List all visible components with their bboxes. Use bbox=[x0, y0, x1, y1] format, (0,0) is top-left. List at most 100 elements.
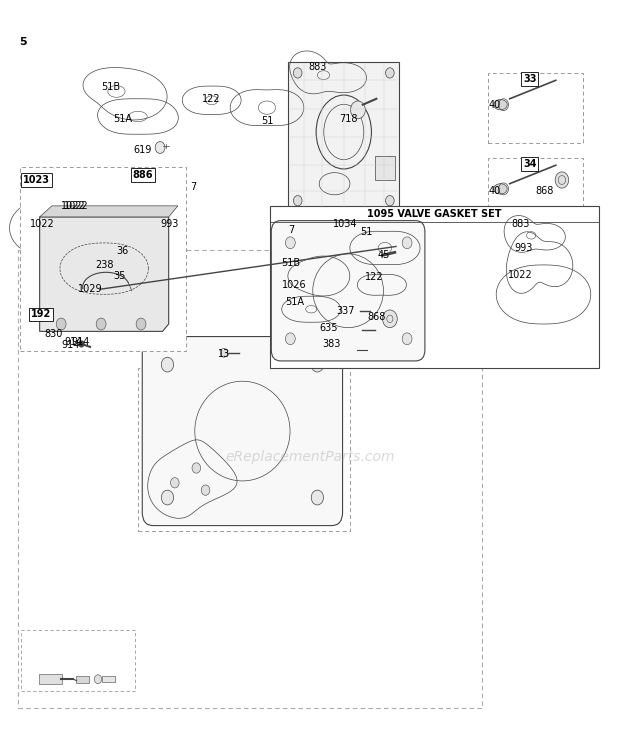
Text: 7: 7 bbox=[288, 225, 294, 235]
Circle shape bbox=[402, 333, 412, 344]
Text: 51: 51 bbox=[360, 227, 373, 237]
Polygon shape bbox=[288, 62, 399, 210]
Text: 830: 830 bbox=[44, 329, 63, 339]
Circle shape bbox=[285, 237, 295, 248]
FancyBboxPatch shape bbox=[125, 259, 136, 264]
Circle shape bbox=[220, 348, 228, 357]
Circle shape bbox=[386, 196, 394, 206]
Text: 635: 635 bbox=[319, 323, 338, 333]
Circle shape bbox=[155, 141, 165, 153]
Text: 993: 993 bbox=[515, 243, 533, 253]
FancyBboxPatch shape bbox=[375, 156, 395, 180]
Text: 886: 886 bbox=[133, 170, 153, 180]
Circle shape bbox=[555, 172, 569, 188]
Circle shape bbox=[136, 318, 146, 330]
Text: 718: 718 bbox=[339, 115, 357, 124]
Text: 35: 35 bbox=[113, 271, 126, 281]
Text: 33: 33 bbox=[523, 74, 537, 84]
Circle shape bbox=[350, 101, 365, 119]
Text: 337: 337 bbox=[337, 307, 355, 316]
Text: 40: 40 bbox=[488, 100, 500, 109]
Text: 1095 VALVE GASKET SET: 1095 VALVE GASKET SET bbox=[367, 209, 502, 219]
Text: 1029: 1029 bbox=[78, 284, 102, 295]
Text: 238: 238 bbox=[95, 260, 113, 270]
FancyBboxPatch shape bbox=[272, 221, 425, 361]
FancyBboxPatch shape bbox=[332, 343, 358, 356]
Circle shape bbox=[386, 68, 394, 78]
Circle shape bbox=[56, 318, 66, 330]
Circle shape bbox=[202, 485, 210, 496]
Text: 914: 914 bbox=[71, 338, 90, 347]
FancyBboxPatch shape bbox=[333, 321, 364, 339]
Circle shape bbox=[161, 357, 174, 372]
Text: 383: 383 bbox=[322, 339, 341, 349]
FancyBboxPatch shape bbox=[123, 241, 135, 247]
Text: 51: 51 bbox=[261, 116, 273, 126]
FancyBboxPatch shape bbox=[356, 208, 374, 225]
FancyBboxPatch shape bbox=[138, 368, 350, 530]
Text: eReplacementParts.com: eReplacementParts.com bbox=[225, 450, 395, 464]
Text: 1022: 1022 bbox=[508, 269, 533, 280]
Circle shape bbox=[402, 237, 412, 248]
Ellipse shape bbox=[494, 100, 507, 110]
Text: 883: 883 bbox=[308, 62, 327, 72]
FancyBboxPatch shape bbox=[142, 336, 343, 525]
FancyBboxPatch shape bbox=[488, 73, 583, 143]
Circle shape bbox=[192, 463, 201, 473]
Text: 1026: 1026 bbox=[282, 280, 307, 290]
Text: 883: 883 bbox=[511, 219, 529, 229]
FancyBboxPatch shape bbox=[102, 676, 115, 682]
Ellipse shape bbox=[494, 184, 507, 194]
Text: 868: 868 bbox=[367, 312, 386, 321]
Circle shape bbox=[106, 257, 118, 272]
Text: 192: 192 bbox=[31, 310, 51, 319]
Circle shape bbox=[79, 341, 84, 347]
Circle shape bbox=[161, 490, 174, 505]
FancyBboxPatch shape bbox=[340, 304, 362, 319]
FancyBboxPatch shape bbox=[20, 167, 186, 351]
FancyBboxPatch shape bbox=[39, 674, 62, 684]
Text: 1034: 1034 bbox=[334, 219, 358, 229]
Text: 1022: 1022 bbox=[64, 201, 89, 211]
Text: 13: 13 bbox=[218, 349, 230, 359]
Circle shape bbox=[393, 243, 399, 250]
Ellipse shape bbox=[390, 245, 400, 260]
FancyBboxPatch shape bbox=[125, 268, 136, 273]
Text: 993: 993 bbox=[161, 219, 179, 229]
Text: 45: 45 bbox=[378, 250, 390, 260]
Text: 36: 36 bbox=[117, 246, 129, 256]
Circle shape bbox=[170, 478, 179, 488]
Text: 51A: 51A bbox=[113, 114, 132, 124]
Text: 5: 5 bbox=[19, 37, 27, 47]
Text: 1023: 1023 bbox=[23, 175, 50, 185]
Text: 51A: 51A bbox=[285, 297, 304, 307]
Text: 1022: 1022 bbox=[30, 219, 55, 229]
Circle shape bbox=[311, 490, 324, 505]
Text: 40: 40 bbox=[488, 186, 500, 196]
Circle shape bbox=[285, 333, 295, 344]
Circle shape bbox=[293, 68, 302, 78]
Text: 868: 868 bbox=[536, 186, 554, 196]
FancyBboxPatch shape bbox=[488, 158, 583, 228]
Text: 34: 34 bbox=[523, 158, 537, 169]
Circle shape bbox=[96, 318, 106, 330]
Text: 51B: 51B bbox=[281, 257, 300, 268]
Text: 51B: 51B bbox=[100, 82, 120, 92]
FancyBboxPatch shape bbox=[125, 263, 136, 269]
Polygon shape bbox=[40, 206, 178, 217]
Text: 914: 914 bbox=[61, 341, 79, 350]
Polygon shape bbox=[40, 217, 169, 331]
Circle shape bbox=[311, 357, 324, 372]
FancyBboxPatch shape bbox=[18, 250, 482, 708]
FancyBboxPatch shape bbox=[123, 246, 135, 252]
FancyBboxPatch shape bbox=[21, 630, 135, 691]
Text: 914: 914 bbox=[64, 338, 82, 347]
Circle shape bbox=[383, 310, 397, 327]
Text: 122: 122 bbox=[202, 94, 221, 103]
Text: 619: 619 bbox=[134, 146, 152, 155]
Circle shape bbox=[97, 286, 103, 293]
Circle shape bbox=[94, 675, 102, 684]
FancyBboxPatch shape bbox=[76, 676, 89, 683]
Text: 122: 122 bbox=[365, 272, 384, 283]
FancyBboxPatch shape bbox=[123, 236, 135, 242]
